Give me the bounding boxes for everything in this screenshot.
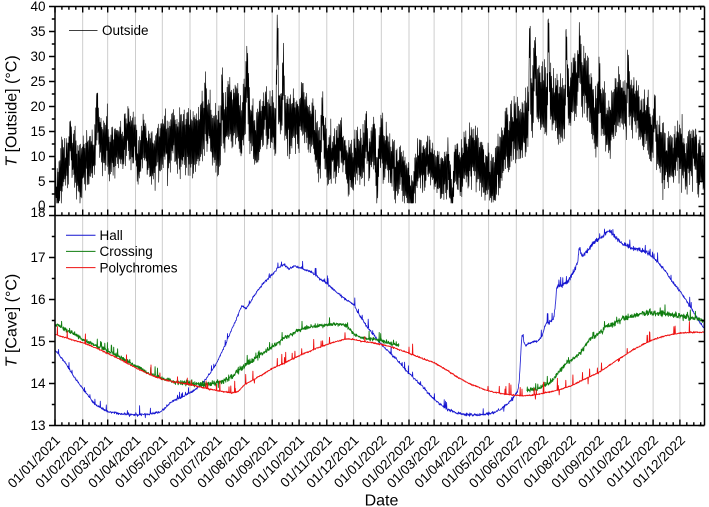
svg-text:25: 25 (30, 74, 45, 89)
svg-text:40: 40 (30, 0, 45, 14)
svg-text:18: 18 (30, 205, 45, 220)
svg-text:Date: Date (365, 493, 399, 507)
svg-text:0: 0 (38, 198, 46, 213)
svg-text:20: 20 (30, 99, 45, 114)
svg-text:10: 10 (30, 149, 45, 164)
svg-text:Outside: Outside (102, 23, 149, 38)
svg-text:16: 16 (30, 292, 45, 307)
svg-text:30: 30 (30, 49, 45, 64)
svg-text:Hall: Hall (100, 228, 123, 243)
svg-text:17: 17 (30, 250, 45, 265)
svg-text:35: 35 (30, 24, 45, 39)
svg-text:5: 5 (38, 174, 46, 189)
svg-text:Crossing: Crossing (100, 244, 153, 259)
svg-text:15: 15 (30, 334, 45, 349)
svg-text:13: 13 (30, 418, 45, 433)
svg-text:14: 14 (30, 376, 46, 391)
svg-text:Polychromes: Polychromes (100, 260, 178, 275)
svg-text:T [Outside] (°C): T [Outside] (°C) (4, 55, 21, 166)
svg-text:15: 15 (30, 124, 45, 139)
svg-text:T [Cave] (°C): T [Cave] (°C) (4, 274, 21, 368)
